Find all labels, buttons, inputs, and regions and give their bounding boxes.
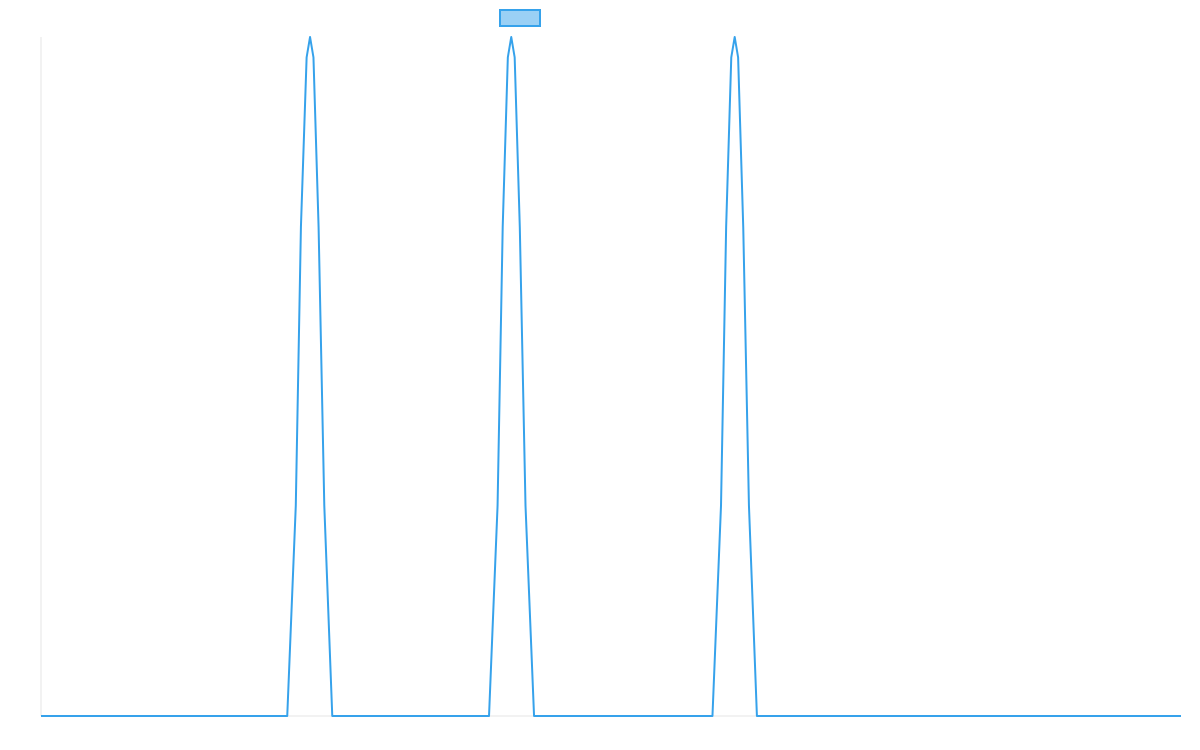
series-layer [41, 36, 1181, 717]
series-line-0 [41, 36, 1181, 717]
legend[interactable] [499, 9, 541, 27]
axes [40, 37, 1181, 717]
legend-swatch-0[interactable] [499, 9, 541, 27]
